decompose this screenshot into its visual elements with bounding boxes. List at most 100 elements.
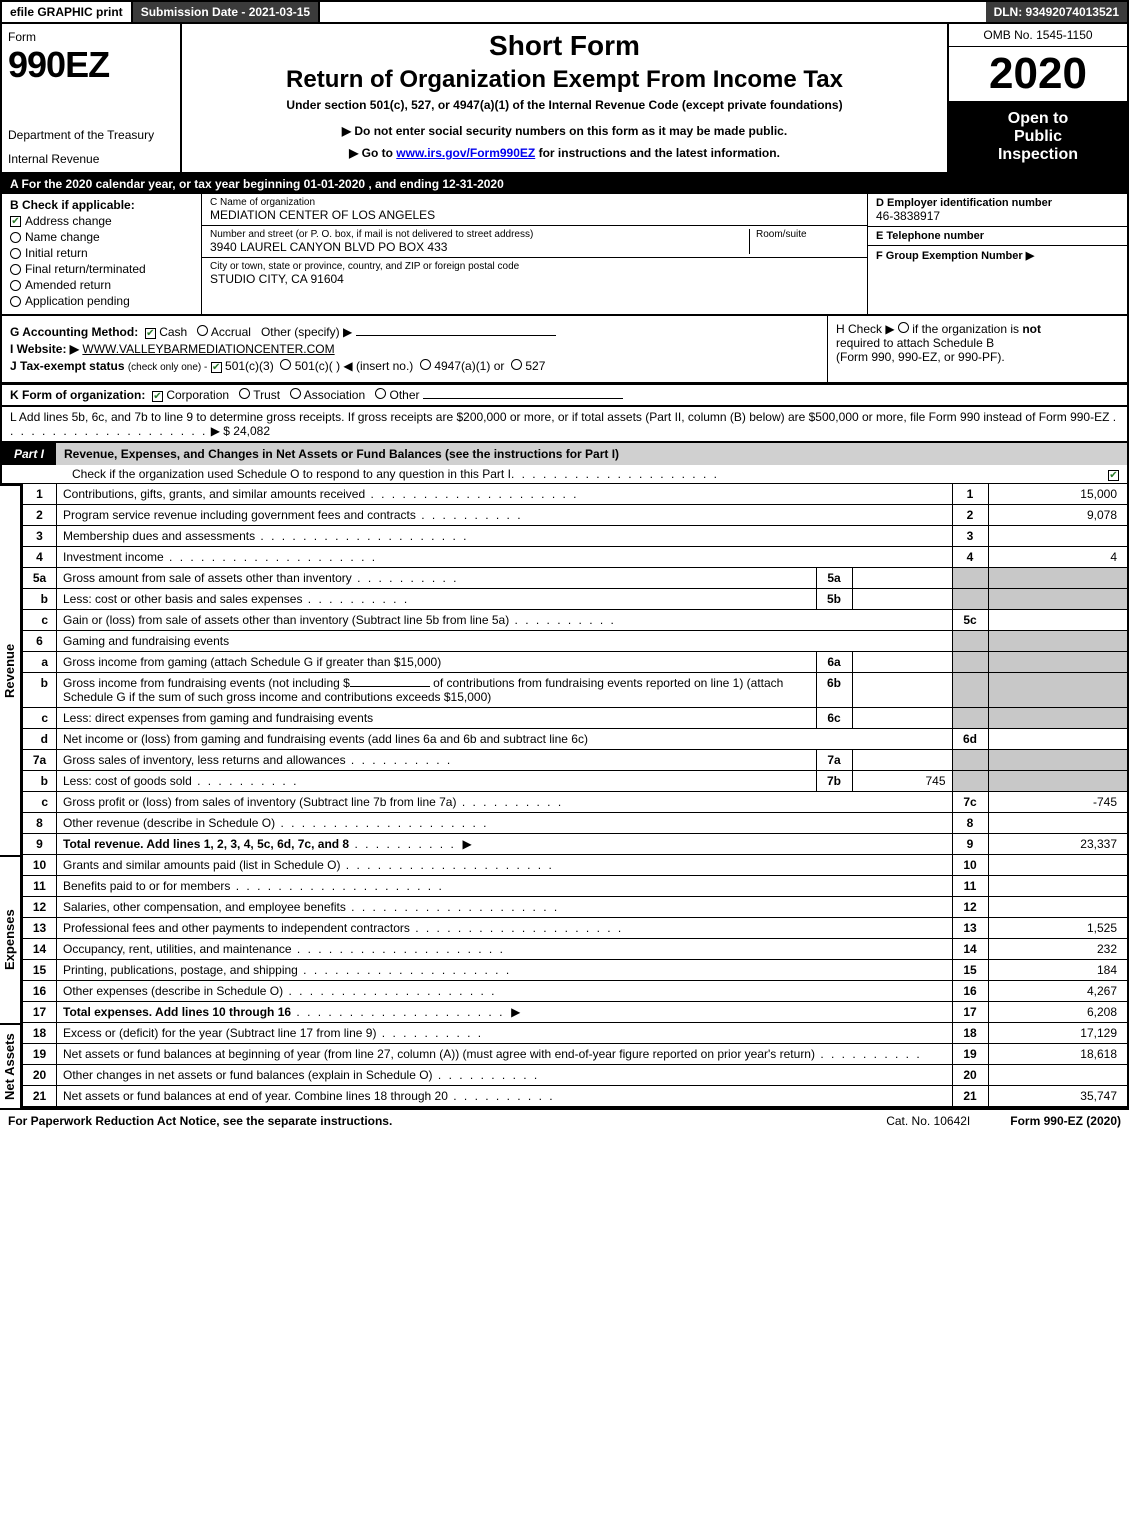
row-gh: G Accounting Method: Cash Accrual Other …	[0, 316, 1129, 384]
checkbox-icon[interactable]	[10, 296, 21, 307]
mini-value	[852, 673, 952, 708]
dots	[410, 921, 623, 935]
form-number: 990EZ	[8, 44, 174, 86]
dots	[349, 837, 456, 851]
checkbox-icon[interactable]	[420, 359, 431, 370]
line-value	[988, 526, 1128, 547]
checkbox-icon[interactable]	[10, 248, 21, 259]
k-assoc: Association	[304, 388, 365, 402]
line-refnum: 18	[952, 1023, 988, 1044]
revenue-section: Revenue 1 Contributions, gifts, grants, a…	[0, 484, 1129, 855]
dots	[433, 1068, 540, 1082]
line-value: 232	[988, 939, 1128, 960]
line-refnum: 13	[952, 918, 988, 939]
page-footer: For Paperwork Reduction Act Notice, see …	[0, 1108, 1129, 1132]
g-other: Other (specify) ▶	[261, 325, 352, 339]
line-refnum: 1	[952, 484, 988, 505]
room-label: Room/suite	[756, 229, 859, 240]
line-desc: Less: direct expenses from gaming and fu…	[63, 711, 373, 725]
line-num: 7a	[23, 750, 57, 771]
checkbox-icon[interactable]	[211, 362, 222, 373]
line-desc: Contributions, gifts, grants, and simila…	[63, 487, 365, 501]
checkbox-icon[interactable]	[1108, 470, 1119, 481]
chk-application-pending[interactable]: Application pending	[10, 294, 193, 308]
line-refnum: 16	[952, 981, 988, 1002]
i-label: I Website: ▶	[10, 342, 79, 356]
mini-value	[852, 652, 952, 673]
checkbox-icon[interactable]	[290, 388, 301, 399]
goto-link[interactable]: www.irs.gov/Form990EZ	[396, 146, 535, 160]
dots	[255, 529, 468, 543]
chk-final-return[interactable]: Final return/terminated	[10, 262, 193, 276]
line-desc: Grants and similar amounts paid (list in…	[63, 858, 340, 872]
line-num: 9	[23, 834, 57, 855]
side-label-revenue: Revenue	[0, 484, 22, 855]
k-other-field[interactable]	[423, 398, 623, 399]
checkbox-icon[interactable]	[511, 359, 522, 370]
checkbox-icon[interactable]	[10, 264, 21, 275]
line-desc: Membership dues and assessments	[63, 529, 255, 543]
shaded-cell	[988, 750, 1128, 771]
netassets-table: 18 Excess or (deficit) for the year (Subt…	[22, 1023, 1129, 1108]
public-label: Public	[953, 128, 1123, 146]
line-desc: Less: cost of goods sold	[63, 774, 192, 788]
row-h: H Check ▶ if the organization is not req…	[827, 316, 1127, 382]
header-right: OMB No. 1545-1150 2020 Open to Public In…	[947, 24, 1127, 172]
line-refnum: 7c	[952, 792, 988, 813]
expenses-table: 10Grants and similar amounts paid (list …	[22, 855, 1129, 1023]
box-def: D Employer identification number 46-3838…	[867, 194, 1127, 314]
checkbox-icon[interactable]	[197, 325, 208, 336]
submission-date: Submission Date - 2021-03-15	[131, 2, 320, 22]
chk-address-change[interactable]: Address change	[10, 214, 193, 228]
line-desc: Excess or (deficit) for the year (Subtra…	[63, 1026, 376, 1040]
dots	[346, 900, 559, 914]
checkbox-icon[interactable]	[10, 232, 21, 243]
line-value	[988, 610, 1128, 631]
mini-label: 5a	[816, 568, 852, 589]
addr-value: 3940 LAUREL CANYON BLVD PO BOX 433	[210, 240, 749, 254]
checkbox-icon[interactable]	[152, 391, 163, 402]
line-refnum: 2	[952, 505, 988, 526]
checkbox-icon[interactable]	[239, 388, 250, 399]
phone-label: E Telephone number	[876, 230, 1119, 242]
line-num: c	[23, 610, 57, 631]
part-1-header: Part I Revenue, Expenses, and Changes in…	[0, 443, 1129, 465]
box-b: B Check if applicable: Address change Na…	[2, 194, 202, 314]
line-value: 4	[988, 547, 1128, 568]
dots	[302, 592, 409, 606]
dots	[164, 550, 377, 564]
line-num: 12	[23, 897, 57, 918]
g-accrual: Accrual	[211, 325, 251, 339]
line-refnum: 3	[952, 526, 988, 547]
mini-label: 6a	[816, 652, 852, 673]
header-mid: Short Form Return of Organization Exempt…	[182, 24, 947, 172]
checkbox-icon[interactable]	[10, 216, 21, 227]
line-value: 17,129	[988, 1023, 1128, 1044]
blank-field[interactable]	[350, 686, 430, 687]
dots	[346, 753, 453, 767]
chk-label: Application pending	[25, 294, 130, 308]
l-text: L Add lines 5b, 6c, and 7b to line 9 to …	[10, 410, 1109, 424]
other-specify-field[interactable]	[356, 335, 556, 336]
mini-label: 7a	[816, 750, 852, 771]
checkbox-icon[interactable]	[10, 280, 21, 291]
mini-value	[852, 750, 952, 771]
line-value	[988, 897, 1128, 918]
line-desc: Net assets or fund balances at beginning…	[63, 1047, 815, 1061]
j-527: 527	[525, 359, 545, 373]
checkbox-icon[interactable]	[280, 359, 291, 370]
shaded-cell	[988, 673, 1128, 708]
efile-label[interactable]: efile GRAPHIC print	[2, 2, 131, 22]
chk-initial-return[interactable]: Initial return	[10, 246, 193, 260]
dots	[448, 1089, 555, 1103]
chk-amended-return[interactable]: Amended return	[10, 278, 193, 292]
netassets-section: Net Assets 18Excess or (deficit) for the…	[0, 1023, 1129, 1108]
checkbox-icon[interactable]	[145, 328, 156, 339]
chk-name-change[interactable]: Name change	[10, 230, 193, 244]
chk-label: Amended return	[25, 278, 111, 292]
checkbox-icon[interactable]	[898, 322, 909, 333]
section-bcdef: B Check if applicable: Address change Na…	[0, 194, 1129, 316]
org-name-label: C Name of organization	[210, 197, 859, 208]
checkbox-icon[interactable]	[375, 388, 386, 399]
dots	[275, 816, 488, 830]
